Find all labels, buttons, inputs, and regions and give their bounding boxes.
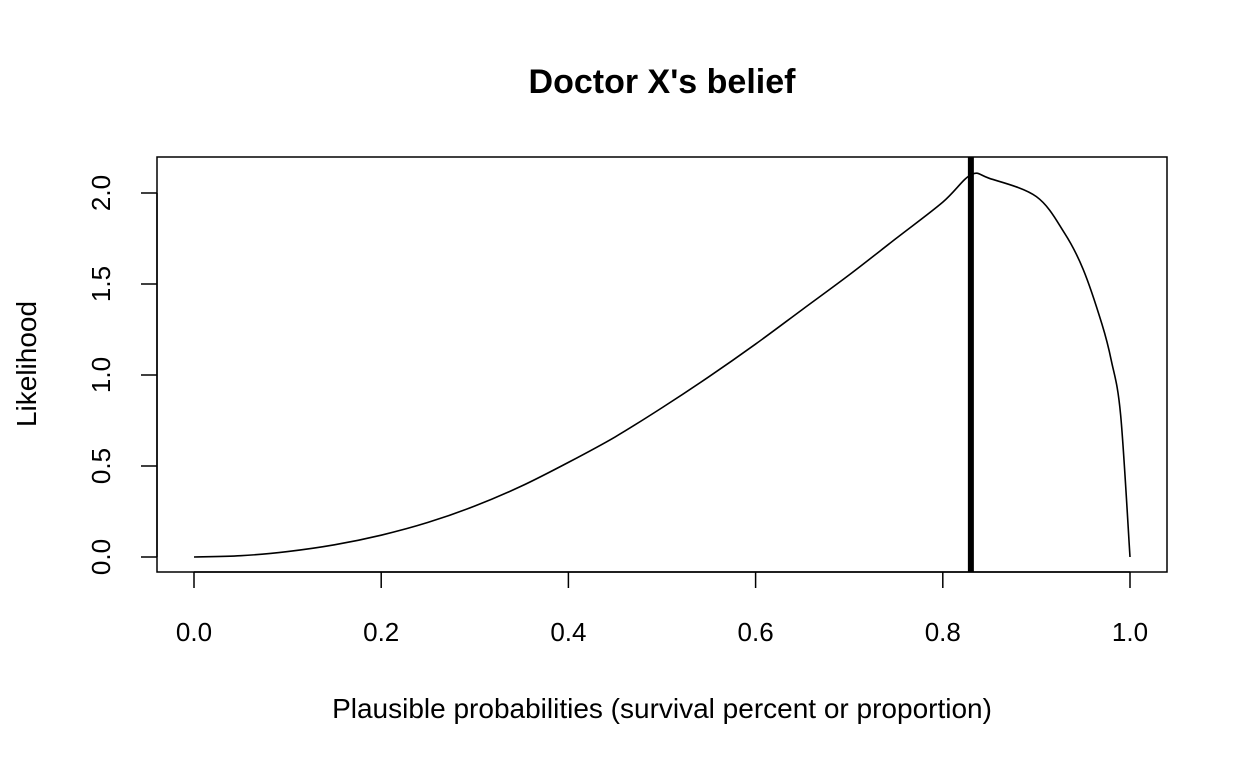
plot-frame xyxy=(156,156,1168,573)
y-tick-label: 2.0 xyxy=(86,175,116,211)
x-tick-label: 0.8 xyxy=(925,617,961,647)
y-tick-label: 1.5 xyxy=(86,266,116,302)
x-tick-label: 0.6 xyxy=(738,617,774,647)
y-tick-label: 0.0 xyxy=(86,539,116,575)
y-tick-label: 0.5 xyxy=(86,448,116,484)
y-axis: 0.0 0.5 1.0 1.5 2.0 xyxy=(86,175,158,575)
chart-title: Doctor X's belief xyxy=(529,63,797,101)
x-tick-label: 0.4 xyxy=(550,617,586,647)
y-tick-label: 1.0 xyxy=(86,357,116,393)
x-axis: 0.0 0.2 0.4 0.6 0.8 1.0 xyxy=(176,571,1148,647)
y-axis-label: Likelihood xyxy=(11,301,42,427)
x-tick-label: 0.2 xyxy=(363,617,399,647)
x-axis-label: Plausible probabilities (survival percen… xyxy=(332,693,992,724)
density-curve xyxy=(193,172,1131,558)
x-tick-label: 1.0 xyxy=(1112,617,1148,647)
x-tick-label: 0.0 xyxy=(176,617,212,647)
